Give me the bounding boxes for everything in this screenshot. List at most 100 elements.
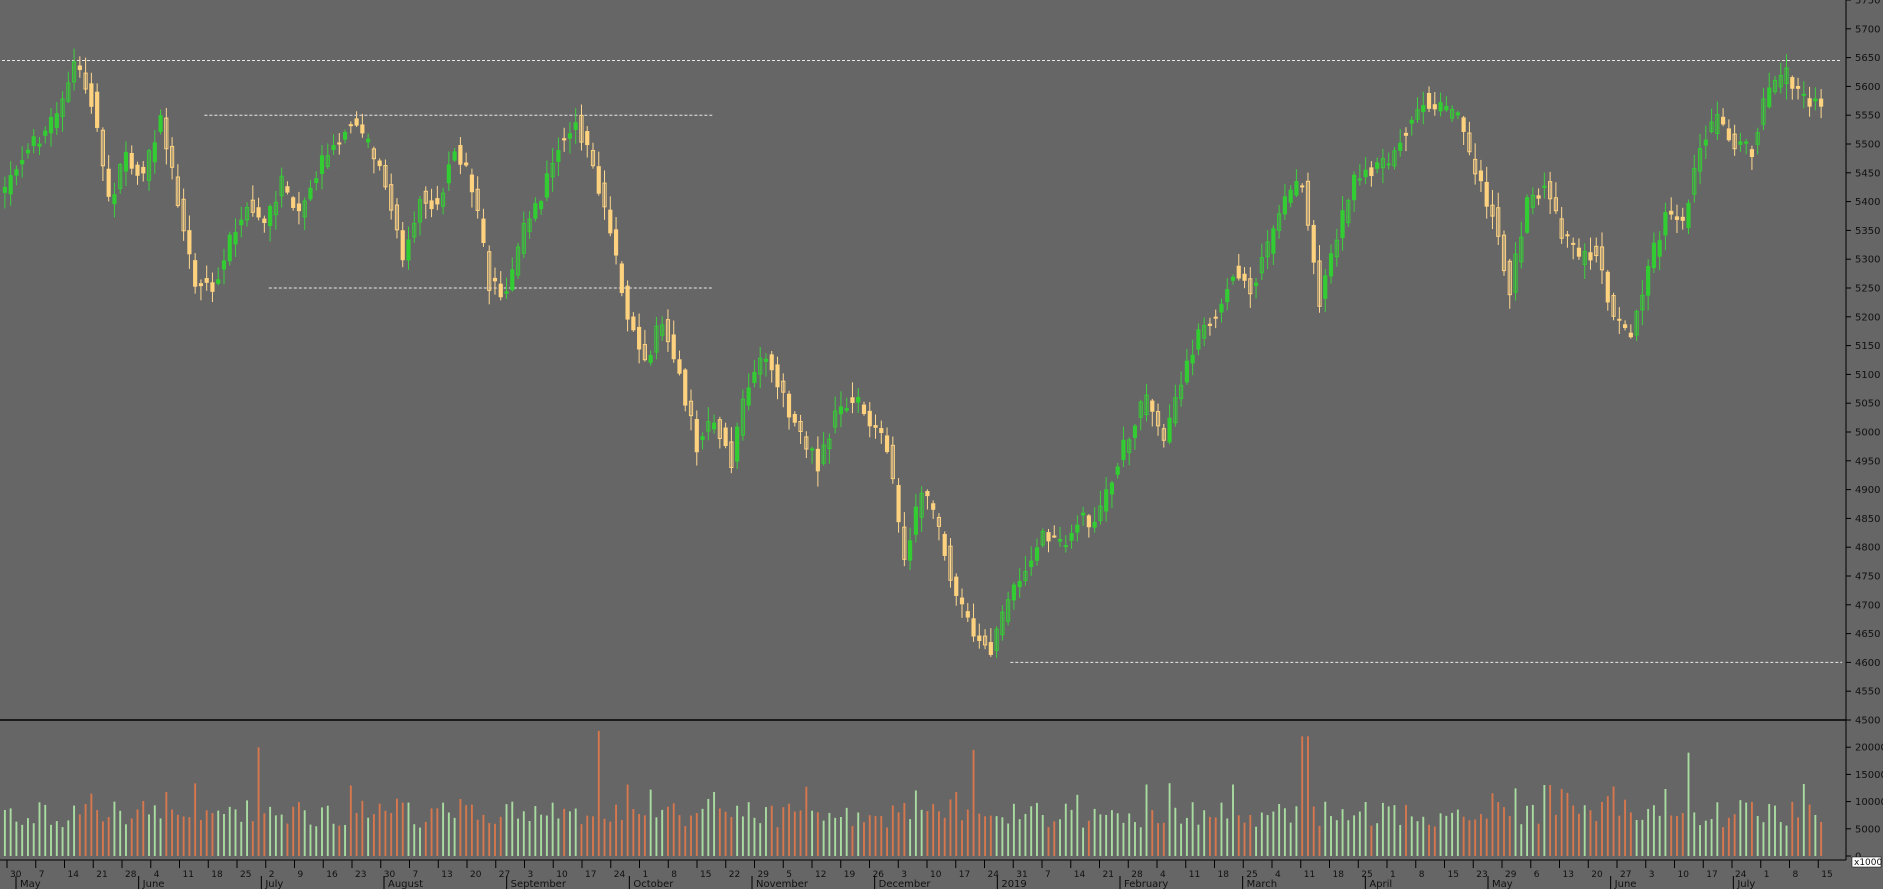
candle-down (786, 393, 792, 418)
date-tick-label: 14 (1074, 870, 1086, 880)
candle-up (1173, 397, 1178, 424)
candle-up (1127, 439, 1132, 453)
date-tick-label: 21 (1103, 870, 1114, 880)
candle-down (377, 160, 382, 167)
candle-up (1421, 105, 1426, 113)
candle-up (1709, 121, 1714, 132)
date-tick-label: 15 (1821, 870, 1832, 880)
date-tick-label: 26 (873, 870, 885, 880)
candle-down (175, 176, 180, 207)
candle-down (1155, 411, 1161, 427)
date-tick-label: 28 (125, 870, 137, 880)
candle-up (1398, 142, 1403, 151)
volume-tick-label: 20000 (1855, 743, 1883, 754)
candle-up (994, 628, 999, 651)
candle-up (706, 421, 711, 432)
candle-down (469, 174, 475, 193)
candle-down (1496, 207, 1501, 237)
candle-down (873, 425, 878, 428)
candle-down (965, 611, 970, 618)
candle-up (1179, 384, 1184, 400)
price-tick-label: 5700 (1855, 24, 1880, 35)
candle-up (1294, 181, 1299, 196)
candle-down (193, 260, 198, 287)
candle-down (1795, 85, 1801, 89)
volume-unit-box (1851, 856, 1882, 868)
candle-down (129, 152, 134, 169)
date-tick-label: 5 (786, 870, 792, 880)
date-tick-label: 8 (1419, 870, 1425, 880)
price-tick-label: 4700 (1855, 600, 1880, 611)
price-tick-label: 4750 (1855, 572, 1880, 583)
candle-down (487, 251, 492, 291)
date-tick-label: 18 (1333, 870, 1345, 880)
candle-down (475, 188, 480, 211)
price-tick-label: 4500 (1855, 716, 1880, 727)
candle-down (435, 198, 440, 205)
candle-up (1144, 394, 1149, 416)
candle-up (919, 492, 924, 518)
candle-down (1669, 210, 1674, 215)
candle-up (1000, 611, 1005, 636)
date-tick-label: 7 (39, 870, 45, 880)
candle-down (498, 283, 503, 298)
candle-down (1086, 515, 1091, 528)
candle-down (1576, 247, 1582, 257)
date-tick-label: 19 (844, 870, 856, 880)
candle-down (579, 114, 584, 143)
date-tick-label: 18 (211, 870, 223, 880)
candle-down (291, 197, 296, 208)
candle-down (1467, 132, 1472, 153)
candle-up (412, 222, 417, 238)
candle-down (683, 369, 688, 406)
date-tick-label: 7 (413, 870, 419, 880)
candle-down (1674, 216, 1680, 220)
date-tick-label: 27 (1620, 870, 1631, 880)
candle-down (936, 516, 942, 527)
price-axis: 5750 5700 5650 5600 5550 5500 5450 5400 5350 5300… (1846, 0, 1880, 727)
candle-down (89, 83, 94, 107)
candle-up (1513, 253, 1518, 293)
month-axis: May June July August September October Novembe… (15, 876, 1755, 889)
candle-down (1213, 316, 1218, 319)
candle-down (83, 72, 88, 90)
candle-up (1323, 275, 1328, 299)
date-tick-label: 4 (154, 870, 160, 880)
candle-up (1646, 265, 1651, 296)
candle-up (1011, 584, 1016, 601)
month-label: 2019 (1001, 879, 1026, 889)
candle-down (613, 229, 619, 256)
candle-up (37, 143, 42, 147)
candle-up (1357, 178, 1362, 181)
candle-up (14, 169, 19, 176)
candle-down (1571, 242, 1576, 245)
candle-up (810, 448, 815, 451)
candle-down (1611, 295, 1616, 317)
candle-up (331, 144, 336, 150)
candle-up (1265, 241, 1270, 258)
candle-down (95, 91, 100, 128)
candle-up (1202, 325, 1207, 339)
date-tick-label: 16 (326, 870, 338, 880)
date-tick-label: 3 (901, 870, 907, 880)
candle-up (1530, 194, 1535, 208)
candle-up (1081, 512, 1086, 516)
candle-up (515, 246, 521, 276)
volume-tick-label: 10000 (1855, 797, 1883, 808)
candle-down (458, 144, 463, 165)
price-candles (2, 48, 1824, 658)
candle-up (1098, 505, 1103, 521)
candle-up (1634, 310, 1639, 336)
candle-down (781, 380, 786, 393)
price-tick-label: 5250 (1855, 284, 1880, 295)
candle-down (170, 145, 175, 168)
candle-down (262, 218, 267, 224)
date-tick-label: 10 (1678, 870, 1690, 880)
date-tick-label: 13 (1563, 870, 1574, 880)
date-tick-label: 1 (1764, 870, 1770, 880)
volume-tick-label: 5000 (1855, 824, 1880, 835)
candle-up (660, 324, 665, 336)
candle-up (821, 444, 826, 464)
candle-down (1317, 260, 1322, 307)
candle-down (1311, 224, 1316, 263)
